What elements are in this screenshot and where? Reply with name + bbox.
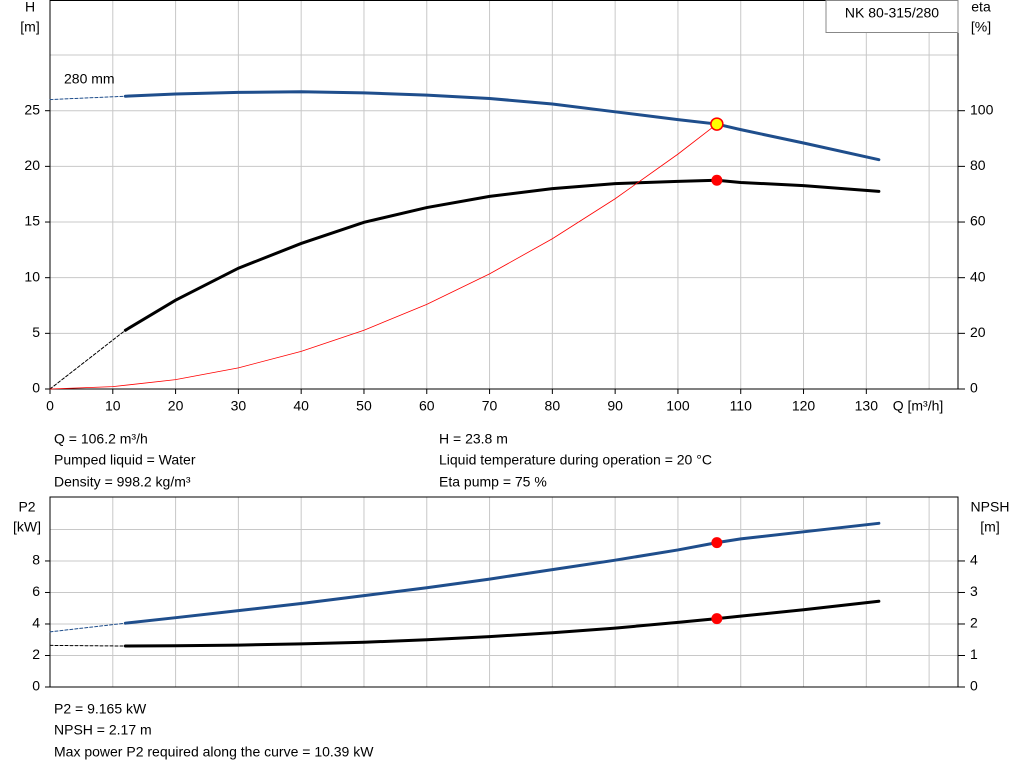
operating-point <box>710 117 724 131</box>
x-tick-label: 0 <box>46 398 54 414</box>
y-tick-label: 0 <box>32 380 40 396</box>
curve-extension <box>49 644 126 647</box>
x-tick-label: 110 <box>730 398 753 414</box>
y2-tick-label: 60 <box>970 213 986 229</box>
chart-title: NK 80-315/280 <box>845 5 939 21</box>
y-tick-label: 8 <box>32 552 40 568</box>
y2-tick-label: 2 <box>970 615 978 631</box>
y-tick-label: 20 <box>24 157 40 173</box>
info-line: NPSH = 2.17 m <box>54 722 152 738</box>
curve <box>123 599 881 648</box>
x-tick-label: 50 <box>356 398 372 414</box>
y2-tick-label: 0 <box>970 380 978 396</box>
info-line: P2 = 9.165 kW <box>54 701 147 717</box>
x-axis-label: Q [m³/h] <box>893 398 944 414</box>
y2-tick-label: 0 <box>970 678 978 694</box>
operating-point <box>711 537 723 549</box>
x-tick-label: 10 <box>105 398 121 414</box>
y2-tick-label: 3 <box>970 583 978 599</box>
y-tick-label: 6 <box>32 583 40 599</box>
x-tick-label: 90 <box>607 398 623 414</box>
curve <box>123 90 881 162</box>
title-box <box>825 0 959 33</box>
curve <box>123 521 881 625</box>
info-line: Eta pump = 75 % <box>439 474 547 490</box>
info-line: Density = 998.2 kg/m³ <box>54 474 191 490</box>
x-tick-label: 40 <box>293 398 309 414</box>
y2-axis-unit: [m] <box>980 519 999 535</box>
curve-extension <box>49 95 126 101</box>
curve <box>49 123 718 390</box>
y2-tick-label: 20 <box>970 324 986 340</box>
y-tick-label: 5 <box>32 324 40 340</box>
plot-frame <box>49 0 959 390</box>
y-axis-label: H <box>25 0 35 15</box>
y-tick-label: 15 <box>24 213 40 229</box>
x-tick-label: 80 <box>545 398 561 414</box>
y2-tick-label: 80 <box>970 157 986 173</box>
y2-tick-label: 4 <box>970 552 978 568</box>
x-tick-label: 130 <box>855 398 879 414</box>
y-tick-label: 0 <box>32 678 40 694</box>
operating-point <box>711 174 723 186</box>
info-line: Pumped liquid = Water <box>54 452 196 468</box>
y-axis-label: P2 <box>18 499 35 515</box>
y-tick-label: 25 <box>24 101 40 117</box>
y2-axis-label: NPSH <box>971 499 1010 515</box>
curve <box>123 178 881 332</box>
y-axis-unit: [m] <box>20 19 39 35</box>
y2-tick-label: 1 <box>970 646 978 662</box>
curve-extension <box>49 622 126 633</box>
y2-axis-unit: [%] <box>971 19 991 35</box>
info-line: Q = 106.2 m³/h <box>54 431 148 447</box>
y2-tick-label: 40 <box>970 268 986 284</box>
curve-label: 280 mm <box>64 71 115 87</box>
curve-extension <box>49 329 126 390</box>
y2-tick-label: 100 <box>970 101 994 117</box>
x-tick-label: 100 <box>666 398 690 414</box>
info-line: H = 23.8 m <box>439 431 508 447</box>
info-line: Max power P2 required along the curve = … <box>54 744 374 760</box>
y-axis-unit: [kW] <box>13 519 41 535</box>
y-tick-label: 4 <box>32 615 40 631</box>
x-tick-label: 20 <box>168 398 184 414</box>
x-tick-label: 70 <box>482 398 498 414</box>
y2-axis-label: eta <box>971 0 991 15</box>
y-tick-label: 2 <box>32 646 40 662</box>
x-tick-label: 30 <box>231 398 247 414</box>
info-line: Liquid temperature during operation = 20… <box>439 452 712 468</box>
operating-point <box>711 613 723 625</box>
y-tick-label: 10 <box>24 268 40 284</box>
x-tick-label: 120 <box>792 398 816 414</box>
x-tick-label: 60 <box>419 398 435 414</box>
